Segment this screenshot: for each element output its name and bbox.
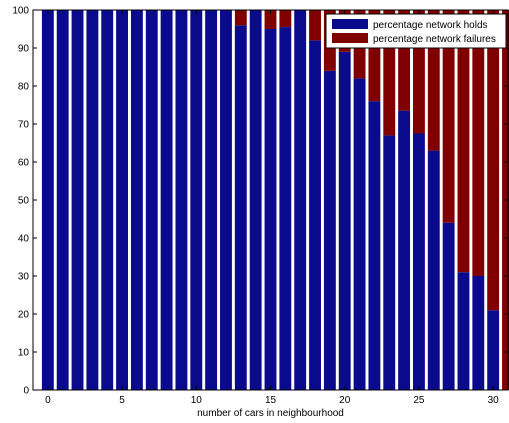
holds-bar [294,10,307,390]
holds-bar [279,27,292,390]
failures-bar [472,10,485,276]
holds-bar [472,276,485,390]
y-axis-ticks: 0 10 20 30 40 50 60 70 80 90 100 [12,6,508,397]
failures-bar [279,10,292,28]
holds-bar [220,10,232,390]
legend-swatch [332,33,368,43]
holds-bar [145,10,158,390]
x-axis-ticks: 0 5 10 15 20 25 30 [45,10,499,406]
failures-bar [487,10,500,311]
holds-bar [353,78,366,391]
holds-bar [323,70,336,391]
legend-label: percentage network holds [373,20,488,31]
failures-bar [413,10,425,134]
x-tick-label: 15 [265,395,277,406]
holds-bar [413,133,425,390]
y-tick-label: 70 [18,120,30,131]
holds-bar [190,10,203,390]
holds-bar [487,310,500,390]
holds-bar [160,10,173,390]
x-tick-label: 20 [339,395,351,406]
holds-bar [101,10,114,390]
y-tick-label: 20 [18,310,30,321]
holds-bar [398,110,411,390]
failures-bar [457,10,470,273]
x-tick-label: 25 [413,395,425,406]
holds-bar [383,135,396,390]
x-tick-label: 0 [45,395,51,406]
holds-bar [368,101,381,390]
holds-bar [234,25,247,390]
x-tick-label: 10 [191,395,203,406]
holds-bar [338,51,351,391]
holds-bar [264,29,277,390]
failures-bar [442,10,455,223]
x-tick-label: 30 [488,395,500,406]
x-axis-label: number of cars in neighbourhood [197,408,344,419]
y-tick-label: 30 [18,272,30,283]
failures-bar [264,10,277,29]
holds-bar [41,10,54,390]
legend-label: percentage network failures [373,34,496,45]
y-tick-label: 10 [18,348,30,359]
holds-bar [56,10,69,390]
holds-bar [116,10,128,390]
y-tick-label: 80 [18,82,30,93]
holds-bar [175,10,188,390]
holds-bar [309,40,321,391]
holds-bar [71,10,84,390]
holds-bar [249,10,262,390]
failures-bar [309,10,321,41]
legend: percentage network holds percentage netwo… [325,13,507,49]
failures-bar [398,10,411,111]
failures-bar [427,10,440,151]
failures-bar [383,10,396,136]
holds-bar [86,10,99,390]
holds-bar [442,222,455,390]
bars-group [41,10,509,391]
y-tick-label: 90 [18,44,30,55]
holds-bar [457,272,470,390]
y-tick-label: 60 [18,158,30,169]
y-tick-label: 100 [12,6,29,17]
legend-swatch [332,19,368,29]
holds-bar [427,150,440,390]
holds-bar [130,10,143,390]
y-tick-label: 40 [18,234,30,245]
failures-bar [368,10,381,102]
x-tick-label: 5 [119,395,125,406]
y-tick-label: 0 [23,386,29,397]
holds-bar [205,10,218,390]
failures-bar [234,10,247,26]
y-tick-label: 50 [18,196,30,207]
